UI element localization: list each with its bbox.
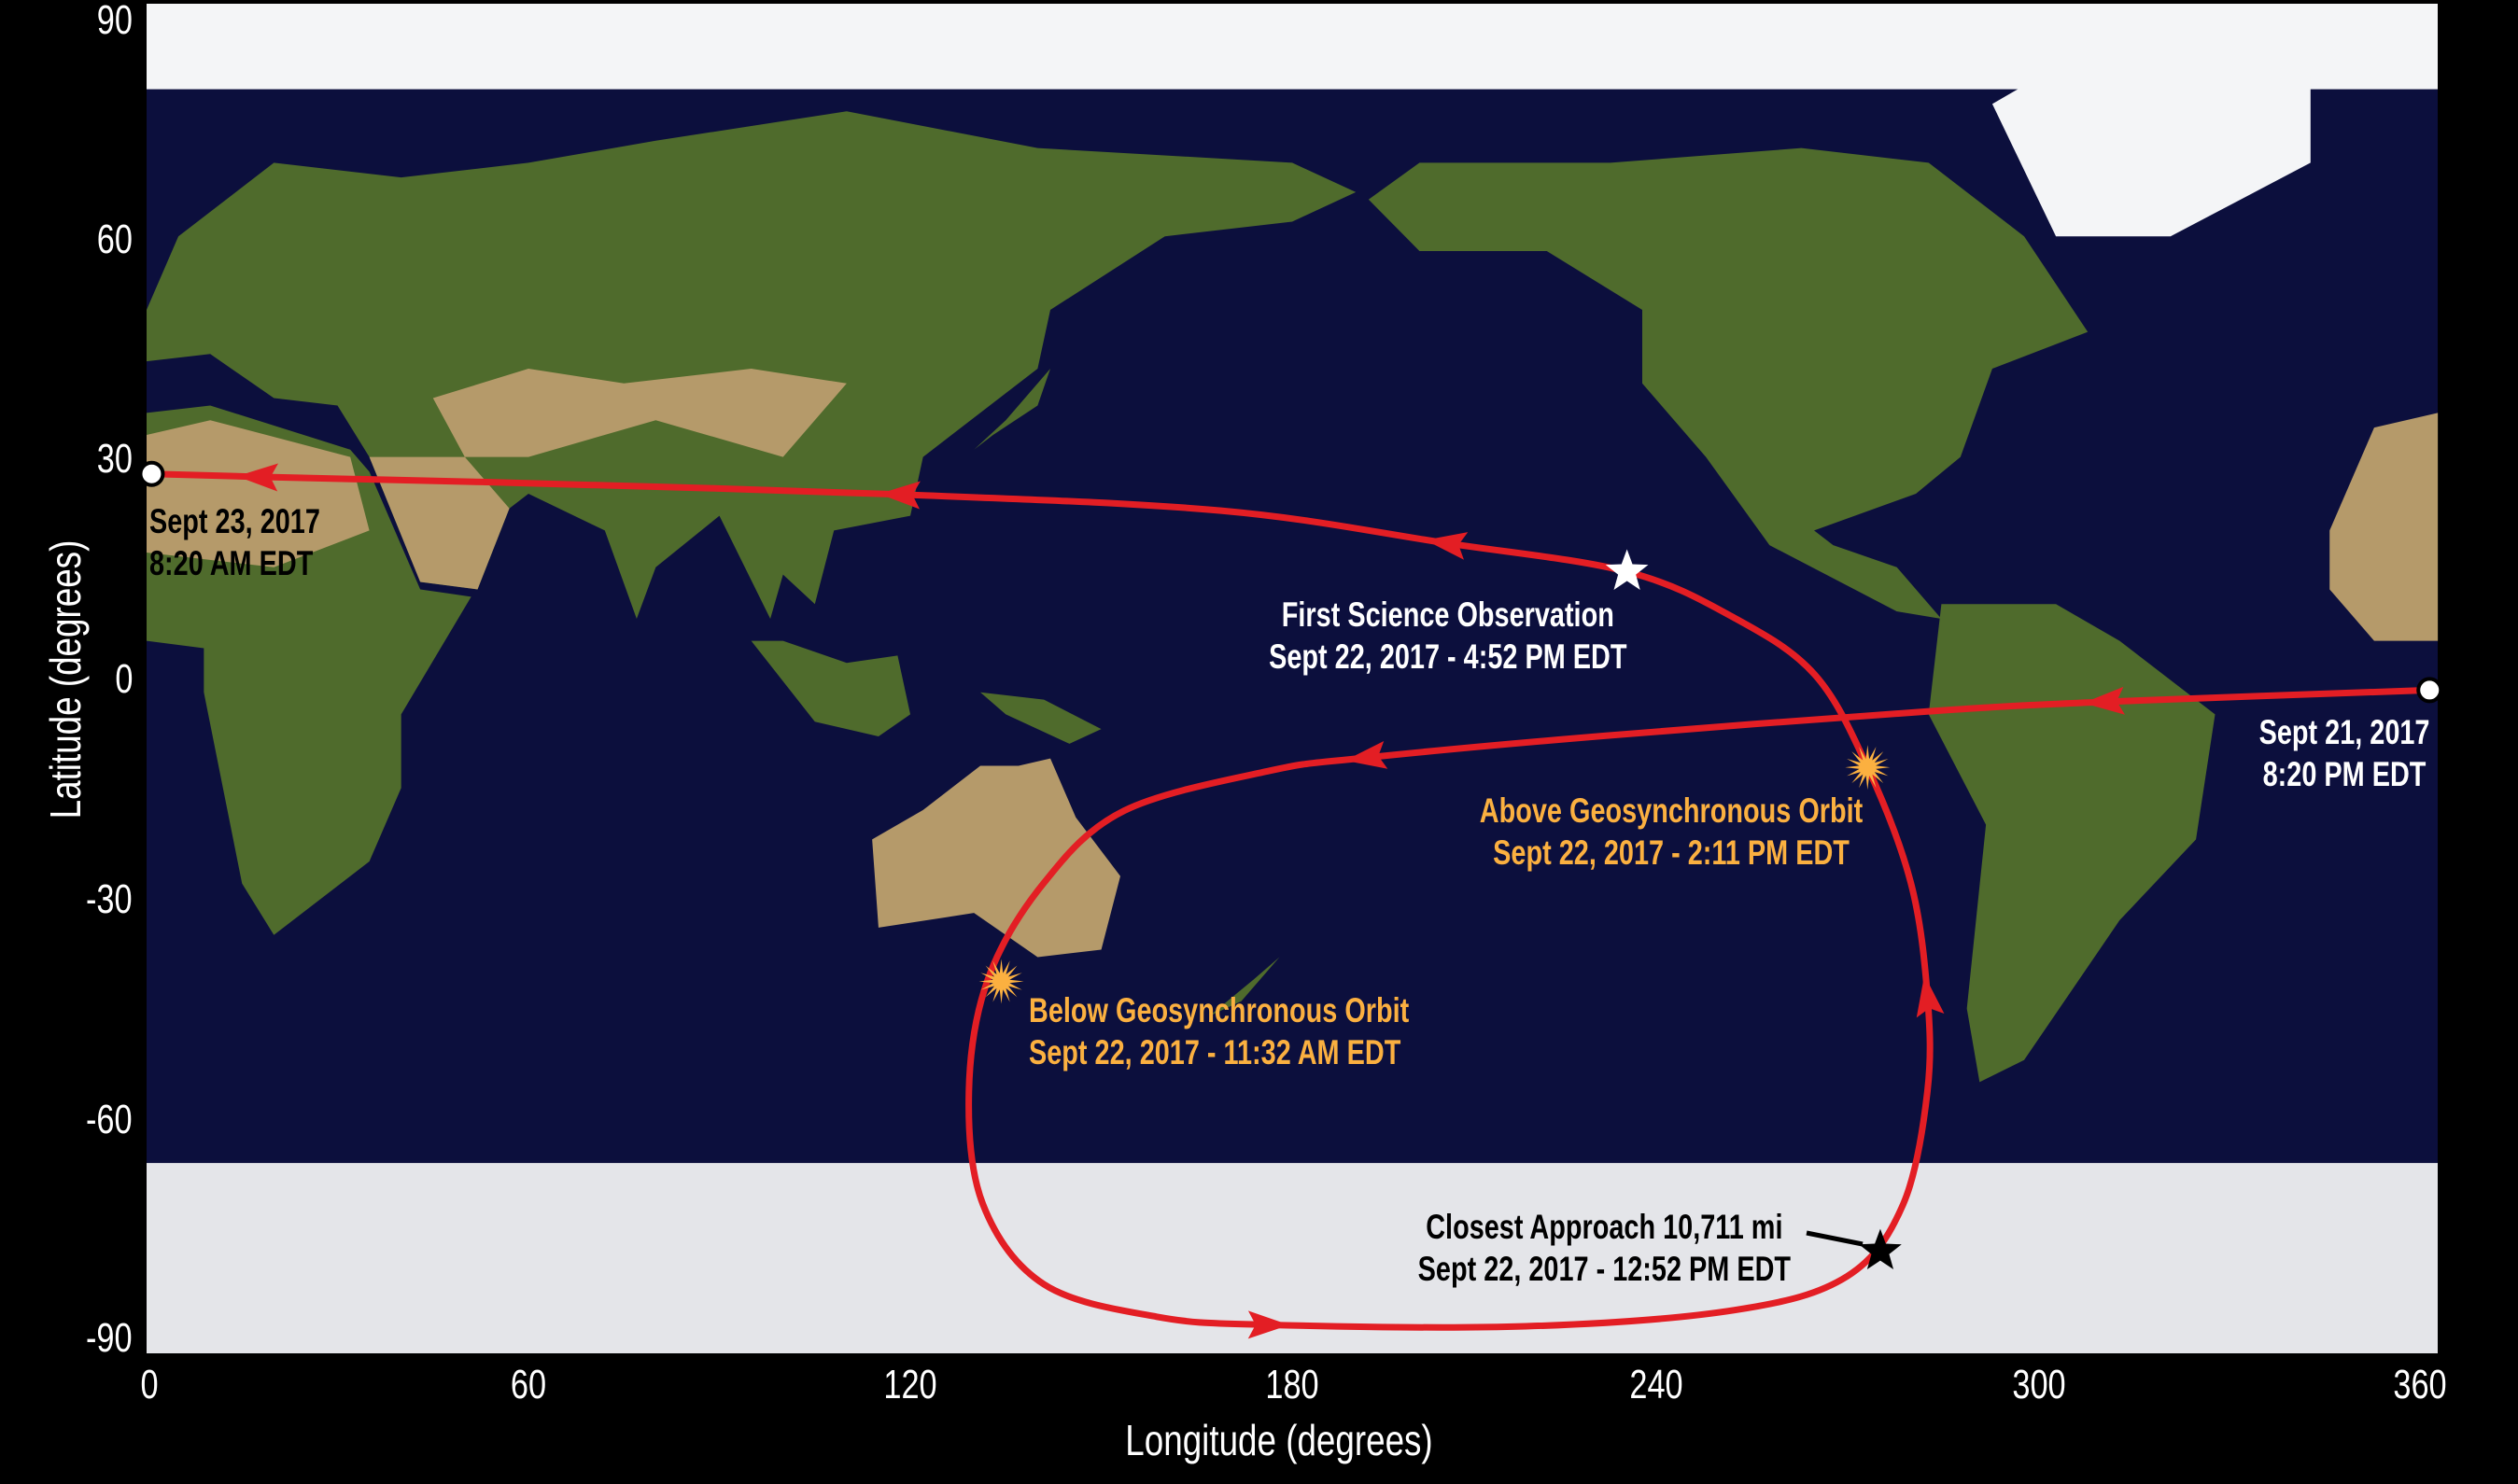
trajectory xyxy=(151,463,2430,1339)
greenland xyxy=(1991,66,2311,237)
white-star-icon xyxy=(1605,549,1649,590)
annotation-line: Above Geosynchronous Orbit xyxy=(1479,791,1863,830)
annotation-line: Sept 22, 2017 - 11:32 AM EDT xyxy=(1029,1033,1401,1071)
orange-burst-icon xyxy=(978,959,1024,1004)
south-america xyxy=(1928,604,2216,1083)
annotation-start: Sept 21, 2017 8:20 PM EDT xyxy=(2258,711,2429,795)
north-america xyxy=(1368,147,2089,619)
continents xyxy=(147,4,2439,1353)
direction-arrow xyxy=(236,463,279,492)
direction-arrow xyxy=(1247,1310,1289,1339)
antarctic-ice xyxy=(147,1163,2438,1353)
y-tick-label: 90 xyxy=(96,0,133,43)
open-circle-marker-icon xyxy=(2416,677,2443,704)
australia xyxy=(872,758,1121,958)
annotation-line: 8:20 AM EDT xyxy=(149,544,314,582)
x-axis-title: Longitude (degrees) xyxy=(1125,1416,1433,1464)
annotation-end: Sept 23, 2017 8:20 AM EDT xyxy=(149,500,320,584)
annotation-line: Sept 23, 2017 xyxy=(149,502,320,540)
direction-arrow xyxy=(1916,974,1945,1018)
annotation-above-geo: Above Geosynchronous Orbit Sept 22, 2017… xyxy=(1479,790,1863,874)
annotation-line: Sept 21, 2017 xyxy=(2258,713,2429,751)
y-tick-label: 0 xyxy=(114,656,133,702)
direction-arrow xyxy=(1425,532,1469,560)
y-tick-label: -90 xyxy=(86,1315,133,1361)
x-tick-label: 0 xyxy=(140,1362,159,1407)
annotation-line: Closest Approach 10,711 mi xyxy=(1426,1208,1783,1246)
x-tick-label: 120 xyxy=(883,1362,937,1407)
x-tick-label: 240 xyxy=(1629,1362,1683,1407)
annotation-line: First Science Observation xyxy=(1281,595,1614,634)
event-markers xyxy=(138,460,2443,1270)
annotation-line: Sept 22, 2017 - 4:52 PM EDT xyxy=(1268,637,1626,676)
x-tick-label: 300 xyxy=(2012,1362,2066,1407)
y-tick-label: -60 xyxy=(86,1097,133,1142)
sahara xyxy=(147,420,370,567)
y-tick-label: 30 xyxy=(96,436,133,482)
annotation-closest-approach: Closest Approach 10,711 mi Sept 22, 2017… xyxy=(1418,1206,1791,1290)
y-tick-label: -30 xyxy=(86,876,133,922)
black-star-icon xyxy=(1859,1228,1902,1270)
asia-desert xyxy=(369,369,847,590)
direction-arrow xyxy=(1344,741,1388,769)
orange-burst-icon xyxy=(1845,745,1891,791)
annotation-below-geo: Below Geosynchronous Orbit Sept 22, 2017… xyxy=(1029,989,1409,1073)
x-tick-label: 360 xyxy=(2393,1362,2447,1407)
direction-arrow xyxy=(879,481,921,510)
direction-arrow xyxy=(2083,686,2126,715)
x-tick-label: 60 xyxy=(510,1362,547,1407)
closest-approach-leader-line xyxy=(1806,1230,1864,1247)
annotation-line: 8:20 PM EDT xyxy=(2262,755,2426,793)
indonesia xyxy=(751,640,911,737)
x-tick-label: 180 xyxy=(1265,1362,1319,1407)
annotation-line: Below Geosynchronous Orbit xyxy=(1029,991,1410,1029)
y-axis-title: Latitude (degrees) xyxy=(41,539,90,819)
annotation-first-science: First Science Observation Sept 22, 2017 … xyxy=(1269,594,1626,678)
west-africa xyxy=(2329,413,2439,641)
y-tick-label: 60 xyxy=(96,217,133,262)
annotation-line: Sept 22, 2017 - 12:52 PM EDT xyxy=(1417,1250,1791,1288)
open-circle-marker-icon xyxy=(138,460,165,487)
new-guinea xyxy=(980,692,1102,744)
annotation-line: Sept 22, 2017 - 2:11 PM EDT xyxy=(1492,833,1850,872)
